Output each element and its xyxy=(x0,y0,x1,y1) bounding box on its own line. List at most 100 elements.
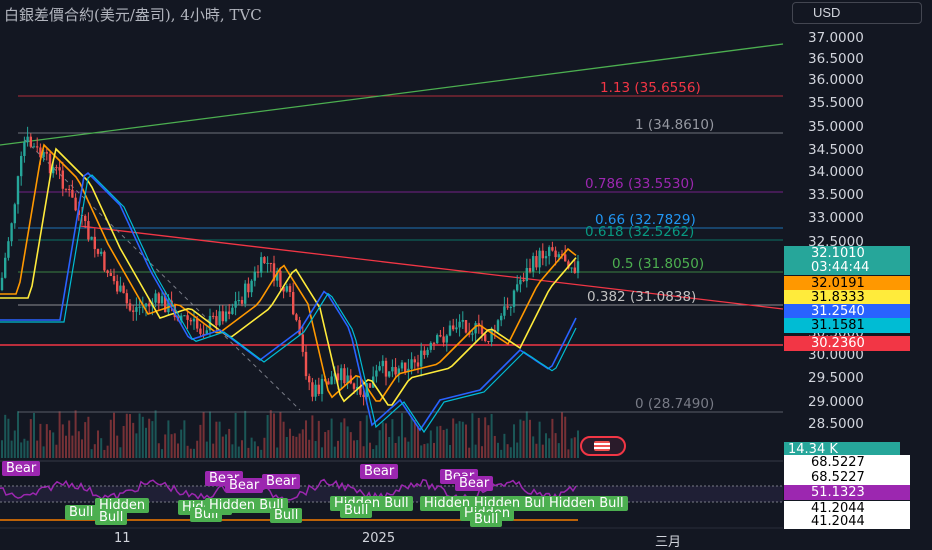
candle-body xyxy=(55,167,58,169)
candle-body xyxy=(359,386,362,395)
volume-bar xyxy=(263,437,266,458)
candle-body xyxy=(215,316,218,326)
candle-body xyxy=(68,188,71,190)
candle-body xyxy=(548,247,551,257)
volume-bar xyxy=(100,438,103,458)
volume-bar xyxy=(61,424,64,458)
candle-body xyxy=(317,384,320,394)
volume-bar xyxy=(145,427,147,458)
candle-body xyxy=(378,366,381,371)
candle-body xyxy=(439,335,442,337)
candle-body xyxy=(413,359,416,363)
volume-bar xyxy=(532,436,535,458)
volume-bar xyxy=(234,413,237,458)
candle-body xyxy=(356,386,359,389)
candle-body xyxy=(436,335,439,344)
candle-body xyxy=(295,314,298,321)
candle-body xyxy=(279,270,282,287)
volume-bar xyxy=(529,419,531,458)
volume-bar xyxy=(167,420,170,458)
volume-bar xyxy=(522,420,525,458)
volume-bar xyxy=(407,441,410,458)
candle-body xyxy=(474,323,477,334)
fib-level-label: 0.382 (31.0838) xyxy=(587,289,697,305)
candle-body xyxy=(269,262,272,264)
candle-body xyxy=(426,349,429,356)
volume-bar xyxy=(228,428,231,458)
candle-body xyxy=(560,254,564,256)
candle-body xyxy=(394,366,397,375)
bull-divergence-badge: Bull xyxy=(95,510,128,525)
candle-body xyxy=(250,280,253,293)
price-tick: 29.5000 xyxy=(808,370,864,386)
candle-body xyxy=(432,342,436,344)
candle-body xyxy=(480,325,484,335)
price-tag: 32.0191 xyxy=(784,276,910,291)
candle-body xyxy=(96,249,100,254)
volume-bar xyxy=(84,422,87,458)
candle-body xyxy=(160,296,164,304)
candle-body xyxy=(154,293,157,303)
candle-body xyxy=(570,267,573,269)
candle-body xyxy=(183,315,186,317)
candle-body xyxy=(282,286,285,292)
volume-bar xyxy=(573,437,576,458)
fib-level-label: 0.66 (32.7829) xyxy=(595,212,696,228)
candle-body xyxy=(148,303,151,307)
volume-bar xyxy=(77,431,80,458)
candle-body xyxy=(301,334,304,352)
volume-bar xyxy=(23,438,26,458)
volume-bar xyxy=(481,446,483,458)
volume-bar xyxy=(157,443,160,458)
volume-bar xyxy=(321,447,323,458)
volume-bar xyxy=(113,412,115,458)
volume-bar xyxy=(212,443,215,458)
oscillator-tag: 68.5227 xyxy=(784,470,910,485)
ma-blue xyxy=(0,171,577,432)
candle-body xyxy=(186,315,189,320)
candle-body xyxy=(340,368,343,381)
volume-bar xyxy=(577,430,579,458)
candle-body xyxy=(541,250,544,259)
price-tick: 36.0000 xyxy=(808,72,864,88)
candle-body xyxy=(535,256,538,268)
volume-bar xyxy=(538,421,541,458)
volume-bar xyxy=(180,429,183,458)
candle-body xyxy=(477,323,480,326)
candle-body xyxy=(240,299,244,304)
candle-body xyxy=(16,176,20,205)
candle-body xyxy=(346,375,349,384)
candle-body xyxy=(173,305,176,318)
candle-body xyxy=(442,336,445,343)
candle-body xyxy=(567,261,570,269)
volume-bar xyxy=(225,434,227,458)
candle-body xyxy=(256,271,260,273)
volume-bar xyxy=(205,441,208,458)
candle-body xyxy=(311,382,314,397)
volume-bar xyxy=(308,439,311,458)
volume-bars xyxy=(1,410,579,458)
volume-bar xyxy=(410,417,413,458)
oscillator-tag: 68.5227 xyxy=(784,455,910,470)
candle-body xyxy=(484,334,487,341)
candle-body xyxy=(7,241,10,258)
x-axis-label: 11 xyxy=(114,531,131,546)
candle-body xyxy=(13,204,16,224)
volume-bar xyxy=(378,430,381,458)
candle-body xyxy=(180,315,183,321)
bear-divergence-badge: Bear xyxy=(225,478,264,493)
flag-icon[interactable] xyxy=(580,436,626,456)
candle-body xyxy=(503,306,506,316)
volume-bar xyxy=(193,448,195,458)
oscillator-tag: 41.2044 xyxy=(784,514,910,529)
volume-bar xyxy=(490,413,493,458)
volume-bar xyxy=(81,439,83,458)
fibonacci-lines xyxy=(0,43,784,413)
volume-bar xyxy=(327,430,330,458)
candle-body xyxy=(343,368,346,384)
candle-body xyxy=(202,333,205,335)
currency-button[interactable]: USD xyxy=(792,2,922,24)
candle-body xyxy=(263,257,266,264)
volume-bar xyxy=(356,440,359,458)
